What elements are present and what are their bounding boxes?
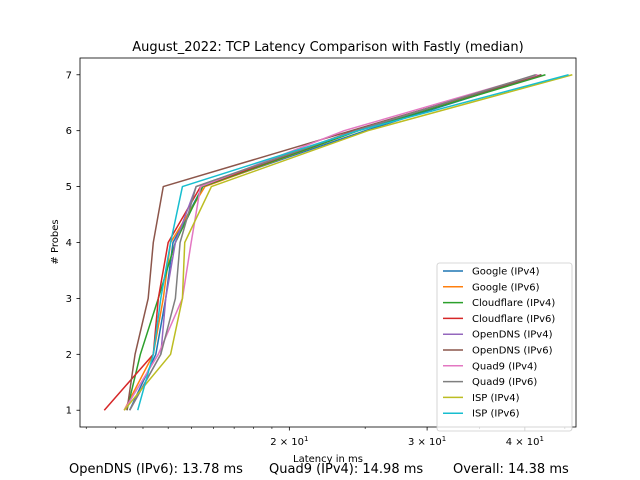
- y-axis-ticks: 1 2 3 4 5 6 7: [66, 70, 80, 417]
- legend-entry: ISP (IPv6): [443, 409, 520, 420]
- y-tick-label: 1: [66, 406, 72, 417]
- legend-label: Cloudflare (IPv4): [472, 298, 555, 309]
- x-axis-ticks: 2 × 101 3 × 101 4 × 101: [85, 427, 566, 448]
- legend-entry: OpenDNS (IPv6): [443, 346, 553, 357]
- footer-quad9-ipv4: Quad9 (IPv4): 14.98 ms: [269, 462, 424, 477]
- legend-entry: Cloudflare (IPv4): [443, 298, 555, 309]
- y-tick-label: 6: [66, 126, 72, 137]
- legend-entry: Google (IPv4): [443, 267, 540, 278]
- x-tick-label: 3 × 101: [408, 435, 446, 448]
- legend-label: Google (IPv6): [472, 282, 540, 293]
- series-line-google-ipv4: [128, 74, 542, 411]
- legend-box: [436, 262, 573, 432]
- x-tick-label: 2 × 101: [270, 435, 308, 448]
- legend-label: Cloudflare (IPv6): [472, 314, 555, 325]
- x-axis-label: Latency in ms: [293, 454, 363, 465]
- legend-entry: Google (IPv6): [443, 282, 540, 293]
- legend-label: Quad9 (IPv6): [472, 377, 537, 388]
- y-tick-label: 4: [66, 238, 72, 249]
- legend-label: Quad9 (IPv4): [472, 361, 537, 372]
- legend-entry: Cloudflare (IPv6): [443, 314, 555, 325]
- legend-entry: ISP (IPv4): [443, 393, 520, 404]
- chart-title: August_2022: TCP Latency Comparison with…: [132, 40, 523, 55]
- series-line-quad9-ipv6: [129, 74, 536, 411]
- y-tick-label: 7: [66, 70, 72, 81]
- legend-label: OpenDNS (IPv4): [472, 330, 553, 341]
- y-axis-label: # Probes: [50, 219, 61, 264]
- footer-opendns-ipv6: OpenDNS (IPv6): 13.78 ms: [69, 462, 243, 477]
- plot-lines: [103, 74, 573, 411]
- legend-label: ISP (IPv6): [472, 409, 520, 420]
- series-line-isp-ipv6: [136, 74, 569, 411]
- x-tick-label: 4 × 101: [506, 435, 544, 448]
- footer-overall: Overall: 14.38 ms: [453, 462, 569, 477]
- legend-label: OpenDNS (IPv6): [472, 346, 553, 357]
- footer-stats: OpenDNS (IPv6): 13.78 ms Quad9 (IPv4): 1…: [0, 462, 640, 480]
- y-tick-label: 5: [66, 182, 72, 193]
- y-tick-label: 2: [66, 350, 72, 361]
- series-line-isp-ipv4: [123, 74, 573, 411]
- series-line-opendns-ipv6: [126, 74, 542, 411]
- legend: Google (IPv4) Google (IPv6) Cloudflare (IP…: [436, 262, 573, 432]
- legend-label: Google (IPv4): [472, 267, 540, 278]
- legend-entry: Quad9 (IPv6): [443, 377, 537, 388]
- legend-entry: OpenDNS (IPv4): [443, 330, 553, 341]
- legend-label: ISP (IPv4): [472, 393, 520, 404]
- legend-entry: Quad9 (IPv4): [443, 361, 537, 372]
- y-tick-label: 3: [66, 294, 72, 305]
- series-line-quad9-ipv4: [123, 74, 538, 411]
